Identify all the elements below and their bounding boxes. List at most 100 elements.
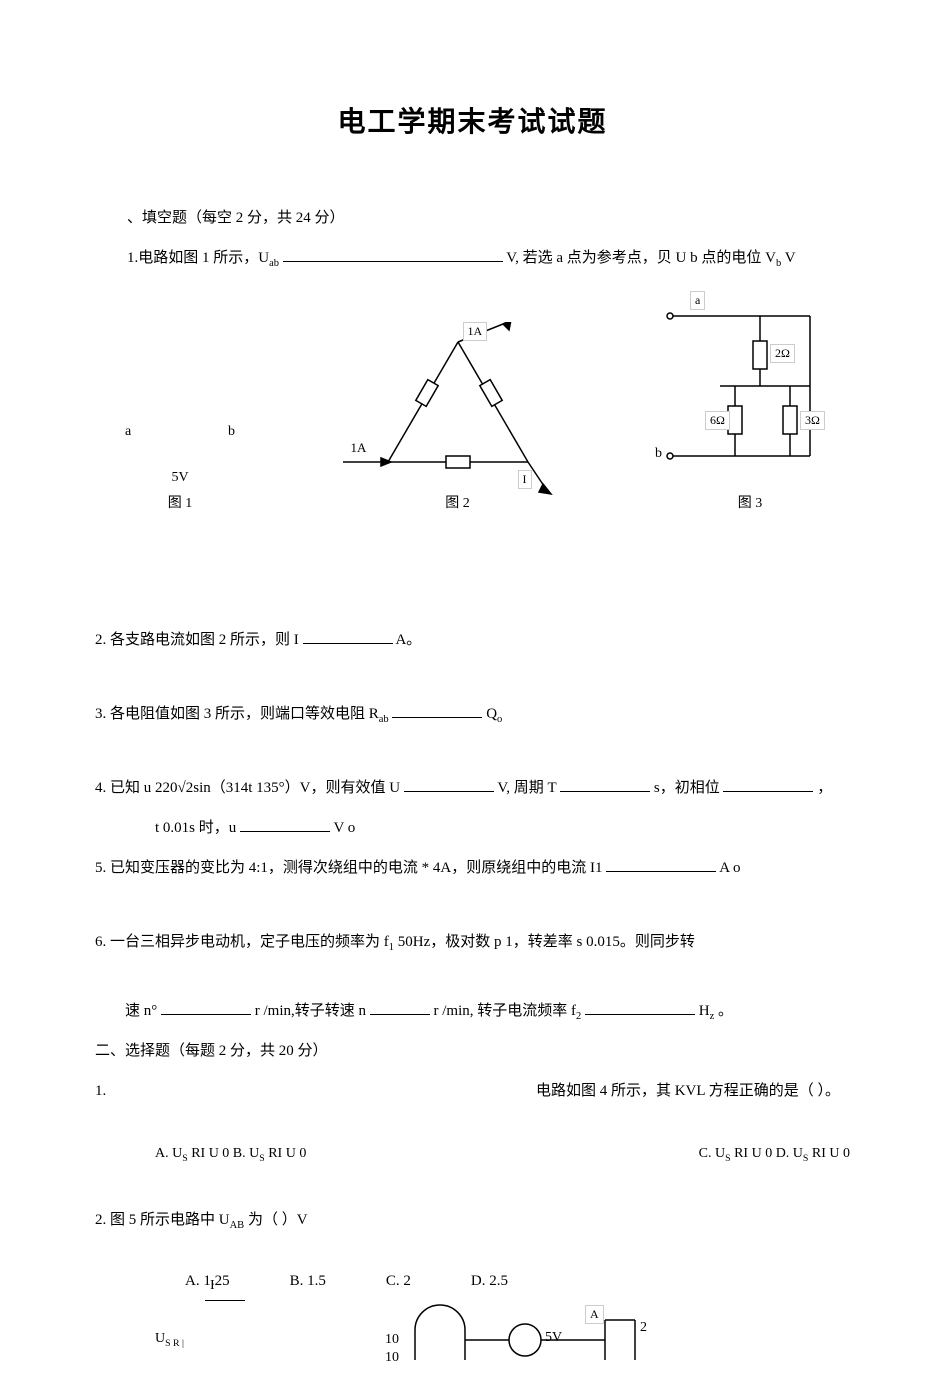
q4-line2: t 0.01s 时，u V o [95,810,850,846]
q6-blank3 [585,999,695,1015]
q1-text-b: V, 若选 a 点为参考点，贝 U b 点的电位 V [506,250,776,266]
section1-heading: 、填空题（每空 2 分，共 24 分） [95,200,850,236]
fig3-2ohm: 2Ω [770,344,795,363]
q4-blank1 [404,776,494,792]
fig4-I: I [210,1278,215,1294]
q3-blank [392,702,482,718]
fig3-svg [650,296,850,486]
s2q1-ca: A. U [155,1146,182,1161]
fig5-svg [375,1300,675,1360]
s2-q2-a: 2. 图 5 所示电路中 U [95,1212,230,1228]
s2q1-cd: C. U [699,1146,725,1161]
opt-d: D. 2.5 [471,1273,508,1290]
opt-a: A. 1.25 [185,1273,230,1290]
fig4-Us-U: U [155,1331,165,1346]
fig3-caption: 图 3 [650,492,850,512]
q6-a: 6. 一台三相异步电动机，定子电压的频率为 f [95,934,389,950]
q2-end: A。 [395,632,421,648]
s2-q2-options: A. 1.25 B. 1.5 C. 2 D. 2.5 [95,1273,850,1290]
fig1-caption: 图 1 [95,492,265,512]
figure-2: 1A 1A I 图 2 [333,322,583,512]
q6-line1: 6. 一台三相异步电动机，定子电压的频率为 f1 50Hz，极对数 p 1，转差… [95,924,850,960]
q5-blank [606,856,716,872]
fig5-10a: 10 [385,1332,399,1348]
s2q1-cb: RI U 0 B. U [188,1146,260,1161]
s2-q1-choices: A. US RI U 0 B. US RI U 0 C. US RI U 0 D… [95,1137,850,1171]
q1-text-a: 1.电路如图 1 所示，U [127,250,269,266]
q4-b: V, 周期 T [497,780,556,796]
fig4-Us: US R | [155,1331,295,1349]
fig1-5v: 5V [95,470,265,486]
fig3-b: b [655,446,662,462]
q1-text-c: V [785,250,796,266]
q5-a: 5. 已知变压器的变比为 4:1，测得次绕组中的电流 * 4A，则原绕组中的电流… [95,860,603,876]
q6-blank1 [161,999,251,1015]
fig2-caption: 图 2 [333,492,583,512]
s2-q2: 2. 图 5 所示电路中 UAB 为（ ）V [95,1202,850,1238]
q6-l2e: z [710,1011,715,1022]
s2-q1-choice-ab: A. US RI U 0 B. US RI U 0 [155,1137,306,1171]
q4-line1: 4. 已知 u 220√2sin（314t 135°）V，则有效值 U V, 周… [95,770,850,806]
s2-q1-choice-cd: C. US RI U 0 D. US RI U 0 [699,1137,850,1171]
q3-end2: o [497,714,502,725]
figure-5-partial: 10 10 5V A 2 [375,1300,675,1360]
fig5-10b: 10 [385,1350,399,1366]
q4-l2b: V o [334,820,356,836]
s2-q2-sub: AB [230,1220,245,1231]
figure-4-partial: I US R | [155,1300,295,1349]
page-title: 电工学期末考试试题 [95,100,850,140]
q6-l2b: r /min,转子转速 n [255,1003,366,1019]
q5-line: 5. 已知变压器的变比为 4:1，测得次绕组中的电流 * 4A，则原绕组中的电流… [95,850,850,886]
q4-blank3 [723,776,813,792]
opt-c: C. 2 [386,1273,411,1290]
fig1-a-label: a [125,424,131,440]
figure-3: a 2Ω 6Ω 3Ω b 图 3 [650,296,850,512]
fig3-6ohm: 6Ω [705,411,730,430]
s2q1-cf: RI U 0 [808,1146,850,1161]
q4-c: s，初相位 [654,780,720,796]
q6-l2f: 。 [718,1003,733,1019]
q5-b: A o [719,860,740,876]
q2-text: 2. 各支路电流如图 2 所示，则 I [95,632,299,648]
q3-end: Q [486,706,497,722]
q6-line2: 速 n° r /min,转子转速 n r /min, 转子电流频率 f2 Hz … [95,993,850,1029]
fig5-2: 2 [640,1320,647,1336]
q3-text: 3. 各电阻值如图 3 所示，则端口等效电阻 R [95,706,379,722]
fig2-I: I [518,470,532,489]
fig2-svg [333,322,583,502]
q4-blank2 [560,776,650,792]
s2-q1-text: 电路如图 4 所示，其 KVL 方程正确的是（ ）。 [536,1073,840,1109]
q2-line: 2. 各支路电流如图 2 所示，则 I A。 [95,622,850,658]
q6-b: 50Hz，极对数 p 1，转差率 s 0.015。则同步转 [398,934,695,950]
s2-q2-b: 为（ ）V [248,1212,308,1228]
fig5-5v: 5V [545,1330,562,1346]
bottom-figures: I US R | [95,1300,850,1360]
q3-sub: ab [379,714,389,725]
q6-l2c: r /min, 转子电流频率 f [434,1003,577,1019]
q6-l2d: H [699,1003,710,1019]
s2-q1: 1. 电路如图 4 所示，其 KVL 方程正确的是（ ）。 [95,1073,850,1109]
q2-blank [303,628,393,644]
fig2-1a-left: 1A [351,440,367,456]
s2q1-cc: RI U 0 [265,1146,307,1161]
s2-q1-num: 1. [95,1073,106,1109]
fig3-3ohm: 3Ω [800,411,825,430]
figure-1: a b 5V 图 1 [95,424,265,512]
q4-a: 4. 已知 u 220√2sin（314t 135°）V，则有效值 U [95,780,400,796]
section2-heading: 二、选择题（每题 2 分，共 20 分） [95,1033,850,1069]
s2q1-ce: RI U 0 D. U [731,1146,803,1161]
q4-blank4 [240,816,330,832]
q1-blank-1 [283,246,503,262]
opt-b: B. 1.5 [290,1273,326,1290]
q6-l2a: 速 n° [125,1003,157,1019]
q1-sub-b: b [776,258,781,269]
fig3-a: a [690,291,705,310]
fig1-b-label: b [228,424,235,440]
q4-l2a: t 0.01s 时，u [155,820,236,836]
q4-d: ， [817,780,832,796]
q3-line: 3. 各电阻值如图 3 所示，则端口等效电阻 Rab Qo [95,696,850,732]
q6-sub1: 1 [389,942,394,953]
q1-sub-ab: ab [269,258,279,269]
figure-row: a b 5V 图 1 [95,296,850,512]
fig2-1a-top: 1A [463,322,488,341]
